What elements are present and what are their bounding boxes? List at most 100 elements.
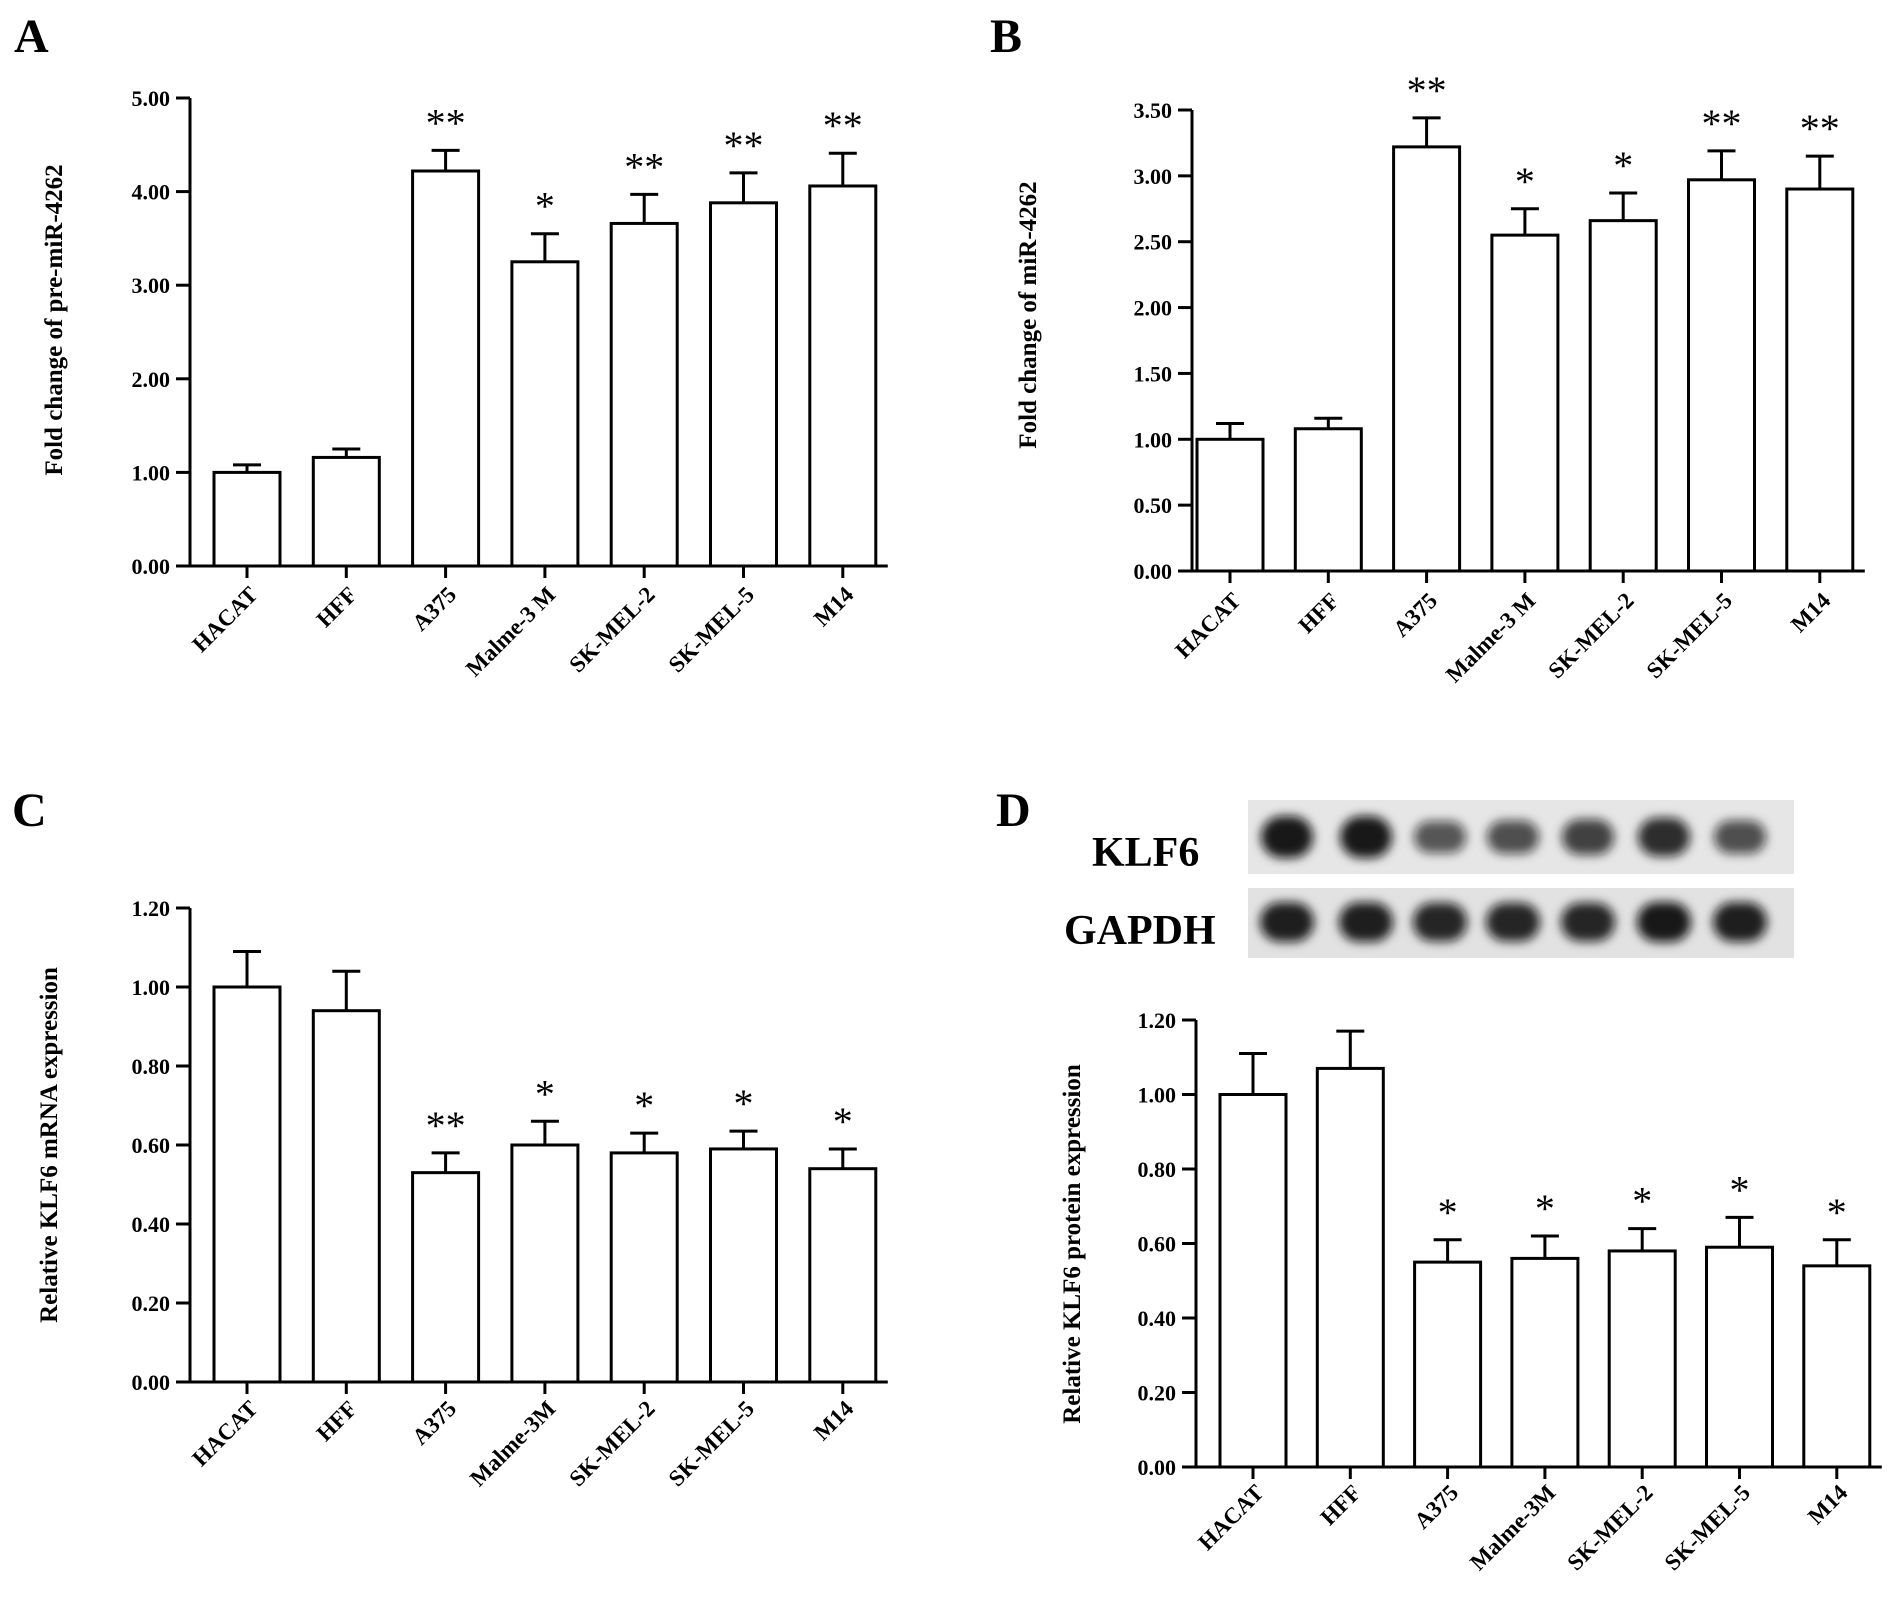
- chart-c-category-label: SK-MEL-5: [664, 1396, 759, 1491]
- chart-a-y-title: Fold change of pre-miR-4262: [41, 164, 68, 475]
- chart-b-bar: [1785, 187, 1855, 573]
- chart-a-category-label: Malme-3 M: [461, 582, 561, 682]
- chart-d-category-label: A375: [1409, 1480, 1463, 1534]
- blot-label-gapdh: GAPDH: [1064, 908, 1216, 954]
- chart-d-significance-mark: *: [1632, 1179, 1652, 1224]
- chart-a-bar: [212, 470, 282, 568]
- chart-c: 0.00 0.20 0.40 0.60 0.80 1.00 1.20 Relative KLF…: [36, 896, 888, 1491]
- chart-d-y-tick-label: 1.00: [1138, 1083, 1177, 1108]
- chart-d-y-tick-label: 0.00: [1138, 1455, 1177, 1480]
- chart-b-bar: [1392, 145, 1462, 573]
- chart-b-category-label: HACAT: [1170, 588, 1245, 663]
- chart-c-significance-mark: *: [734, 1081, 754, 1126]
- chart-d-significance-mark: *: [1535, 1186, 1555, 1231]
- chart-b-y-tick-label: 2.00: [1134, 296, 1173, 321]
- chart-a-bar: [411, 169, 481, 568]
- chart-c-y-tick-label: 0.00: [132, 1370, 171, 1395]
- chart-a-category-label: M14: [809, 582, 859, 632]
- chart-c-category-label: HACAT: [187, 1396, 262, 1471]
- chart-c-significance-mark: *: [634, 1083, 654, 1128]
- chart-a-bar: [311, 455, 381, 568]
- chart-b: 0.00 0.50 1.00 1.50 2.00 2.50 3.00 3.50 Fold cha…: [1015, 68, 1865, 687]
- western-blot: KLF6 GAPDH: [1064, 800, 1794, 958]
- chart-b-significance-mark: **: [1702, 101, 1742, 146]
- chart-d-bar: [1607, 1249, 1677, 1469]
- chart-a-category-label: HFF: [312, 582, 362, 632]
- panel-letter-c: C: [12, 784, 47, 837]
- chart-c-y-tick-label: 0.20: [132, 1291, 171, 1316]
- gapdh-band: [1339, 902, 1393, 942]
- chart-d-bar: [1802, 1264, 1872, 1469]
- blot-label-klf6: KLF6: [1092, 830, 1199, 876]
- chart-a: 0.00 1.00 2.00 3.00 4.00 5.00 Fold change of p…: [41, 86, 888, 681]
- chart-c-y-title: Relative KLF6 mRNA expression: [36, 967, 63, 1323]
- chart-a-y-tick-label: 0.00: [132, 554, 171, 579]
- chart-c-category-label: SK-MEL-2: [564, 1396, 659, 1491]
- chart-d-y-title: Relative KLF6 protein expression: [1059, 1064, 1086, 1424]
- chart-d-bar: [1705, 1245, 1774, 1469]
- chart-b-category-label: A375: [1388, 588, 1442, 642]
- chart-d-category-label: SK-MEL-5: [1660, 1480, 1755, 1575]
- chart-a-bar: [609, 221, 679, 568]
- chart-b-bar: [1490, 233, 1560, 573]
- chart-a-bar: [510, 260, 580, 568]
- gapdh-band: [1561, 902, 1615, 942]
- chart-b-y-tick-label: 3.50: [1134, 98, 1173, 123]
- chart-b-y-tick-label: 0.50: [1134, 493, 1173, 518]
- chart-c-y-tick-label: 1.20: [132, 896, 171, 921]
- chart-d-significance-mark: *: [1730, 1167, 1750, 1212]
- gapdh-band: [1260, 902, 1314, 942]
- gapdh-band: [1486, 902, 1540, 942]
- klf6-band: [1414, 820, 1466, 854]
- chart-c-bar: [510, 1143, 580, 1384]
- chart-c-significance-mark: **: [426, 1103, 466, 1148]
- chart-c-bar: [808, 1167, 878, 1384]
- chart-d-category-label: Malme-3M: [1465, 1480, 1561, 1576]
- chart-c-y-tick-label: 0.40: [132, 1212, 171, 1237]
- chart-c-y-tick-label: 0.60: [132, 1133, 171, 1158]
- chart-b-category-label: SK-MEL-2: [1543, 588, 1638, 683]
- chart-c-category-label: HFF: [312, 1396, 362, 1446]
- chart-a-category-label: A375: [407, 582, 461, 636]
- chart-a-category-label: SK-MEL-5: [664, 582, 759, 677]
- chart-d-y-tick-label: 0.20: [1138, 1381, 1177, 1406]
- chart-b-significance-mark: *: [1515, 159, 1535, 204]
- chart-d-bar: [1510, 1256, 1580, 1469]
- chart-a-significance-mark: *: [535, 184, 555, 229]
- chart-d-bar: [1218, 1093, 1288, 1469]
- chart-d-bar: [1413, 1260, 1483, 1469]
- gapdh-band: [1637, 902, 1691, 942]
- chart-a-y-tick-label: 3.00: [132, 273, 171, 298]
- chart-a-significance-mark: **: [823, 103, 863, 148]
- chart-b-category-label: HFF: [1294, 588, 1344, 638]
- chart-c-category-label: Malme-3M: [465, 1396, 561, 1492]
- chart-d: 0.00 0.20 0.40 0.60 0.80 1.00 1.20 Relative KLF…: [1059, 1008, 1882, 1575]
- chart-a-y-tick-label: 1.00: [132, 460, 171, 485]
- chart-a-category-label: HACAT: [187, 582, 262, 657]
- chart-b-bar: [1195, 437, 1265, 573]
- panel-letter-d: D: [996, 784, 1031, 837]
- chart-a-y-tick-label: 2.00: [132, 367, 171, 392]
- chart-b-y-tick-label: 1.00: [1134, 427, 1173, 452]
- chart-b-y-title: Fold change of miR-4262: [1015, 181, 1042, 448]
- chart-d-bar: [1315, 1066, 1385, 1469]
- klf6-band: [1487, 820, 1539, 854]
- chart-b-y-tick-label: 0.00: [1134, 559, 1173, 584]
- chart-d-y-tick-label: 0.40: [1138, 1306, 1177, 1331]
- klf6-band: [1714, 820, 1766, 854]
- klf6-band: [1562, 819, 1614, 855]
- chart-a-significance-mark: **: [724, 123, 764, 168]
- chart-c-y-tick-label: 1.00: [132, 975, 171, 1000]
- chart-b-category-label: SK-MEL-5: [1642, 588, 1737, 683]
- chart-b-bar: [1293, 427, 1363, 573]
- chart-a-y-tick-label: 4.00: [132, 180, 171, 205]
- chart-d-significance-mark: *: [1438, 1190, 1458, 1235]
- chart-c-bar: [311, 1009, 381, 1384]
- chart-b-significance-mark: **: [1407, 68, 1447, 113]
- chart-d-category-label: HACAT: [1193, 1480, 1268, 1555]
- chart-a-significance-mark: **: [426, 100, 466, 145]
- chart-b-y-tick-label: 1.50: [1134, 361, 1173, 386]
- chart-d-category-label: SK-MEL-2: [1562, 1480, 1657, 1575]
- chart-c-significance-mark: *: [535, 1071, 555, 1116]
